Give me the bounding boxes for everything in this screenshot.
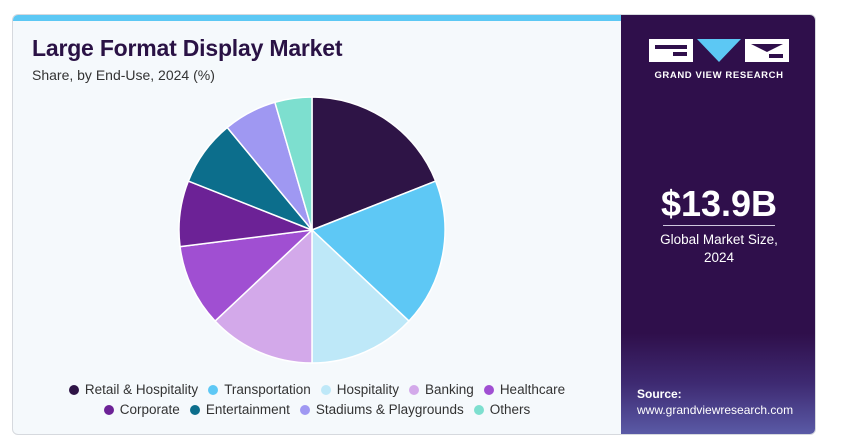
legend-swatch: [473, 405, 484, 415]
legend-label: Corporate: [119, 402, 180, 417]
legend-label: Others: [489, 402, 531, 417]
divider: [663, 225, 775, 226]
legend-item: Others: [473, 402, 531, 417]
brand-name: GRAND VIEW RESEARCH: [654, 70, 784, 81]
chart-title: Large Format Display Market: [32, 35, 343, 61]
pie-slice-4: [179, 228, 315, 323]
legend-swatch: [483, 385, 494, 395]
legend-label: Entertainment: [205, 402, 290, 417]
pie-slice-8: [273, 96, 313, 231]
legend-swatch: [189, 405, 200, 415]
legend-label: Banking: [425, 382, 474, 397]
legend-swatch: [103, 405, 114, 415]
legend-swatch: [320, 385, 331, 395]
legend-label: Stadiums & Playgrounds: [315, 402, 464, 417]
legend-item: Stadiums & Playgrounds: [299, 402, 464, 417]
legend-swatch: [68, 385, 79, 395]
infographic-card: Large Format Display Market Share, by En…: [12, 14, 816, 435]
chart-panel: Large Format Display Market Share, by En…: [13, 15, 621, 434]
legend-label: Transportation: [224, 382, 311, 397]
legend-swatch: [409, 385, 420, 395]
chart-subtitle: Share, by End-Use, 2024 (%): [32, 67, 215, 83]
source-label: Source:: [637, 387, 682, 401]
stats-panel: GRAND VIEW RESEARCH $13.9B Global Market…: [621, 15, 815, 434]
legend-label: Retail & Hospitality: [84, 382, 199, 397]
legend-row-2: Corporate Entertainment Stadiums & Playgro…: [13, 402, 621, 417]
pie-slice-3: [213, 228, 313, 364]
grand-view-research-logo: [649, 39, 789, 62]
market-size-label: Global Market Size, 2024: [660, 232, 778, 265]
legend-swatch: [299, 405, 310, 415]
legend-item: Healthcare: [483, 382, 566, 397]
legend-label: Healthcare: [499, 382, 566, 397]
market-size-value: $13.9B: [660, 183, 778, 224]
legend-item: Transportation: [208, 382, 311, 397]
pie-chart: [178, 96, 446, 364]
legend-item: Corporate: [103, 402, 180, 417]
legend-item: Entertainment: [189, 402, 290, 417]
pie-slice-2: [311, 228, 411, 364]
source-url[interactable]: www.grandviewresearch.com: [637, 403, 794, 417]
legend-item: Retail & Hospitality: [68, 382, 199, 397]
accent-bar: [13, 15, 621, 21]
pie-slice-0: [311, 96, 437, 232]
pie-slice-1: [310, 180, 446, 323]
legend-label: Hospitality: [336, 382, 400, 397]
legend-item: Hospitality: [320, 382, 400, 397]
legend-row-1: Retail & Hospitality Transportation Hospit…: [13, 382, 621, 397]
legend-item: Banking: [409, 382, 474, 397]
legend-swatch: [208, 385, 219, 395]
